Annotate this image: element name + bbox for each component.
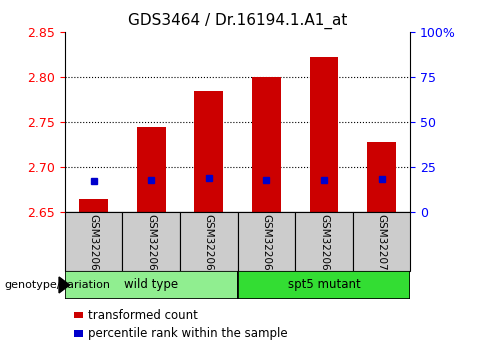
Text: percentile rank within the sample: percentile rank within the sample	[88, 327, 288, 340]
Bar	[310, 57, 338, 212]
Bar	[65, 212, 122, 271]
Text: GSM322070: GSM322070	[377, 214, 386, 277]
Bar	[353, 212, 410, 271]
Bar	[65, 271, 238, 299]
Text: GSM322068: GSM322068	[262, 214, 271, 278]
Bar	[79, 199, 108, 212]
Text: GSM322069: GSM322069	[319, 214, 329, 278]
Bar	[367, 142, 396, 212]
Polygon shape	[59, 277, 70, 293]
Text: transformed count: transformed count	[88, 309, 198, 321]
Text: wild type: wild type	[124, 279, 178, 291]
Text: genotype/variation: genotype/variation	[5, 280, 111, 290]
Text: GSM322066: GSM322066	[146, 214, 156, 278]
Text: GSM322067: GSM322067	[204, 214, 214, 278]
Bar	[194, 91, 223, 212]
Title: GDS3464 / Dr.16194.1.A1_at: GDS3464 / Dr.16194.1.A1_at	[128, 13, 348, 29]
Text: GSM322065: GSM322065	[89, 214, 98, 278]
Bar	[122, 212, 180, 271]
Text: spt5 mutant: spt5 mutant	[288, 279, 360, 291]
Bar	[238, 212, 295, 271]
Bar	[295, 212, 353, 271]
Bar	[238, 271, 410, 299]
Bar	[180, 212, 238, 271]
Bar	[252, 77, 281, 212]
Bar	[137, 127, 166, 212]
